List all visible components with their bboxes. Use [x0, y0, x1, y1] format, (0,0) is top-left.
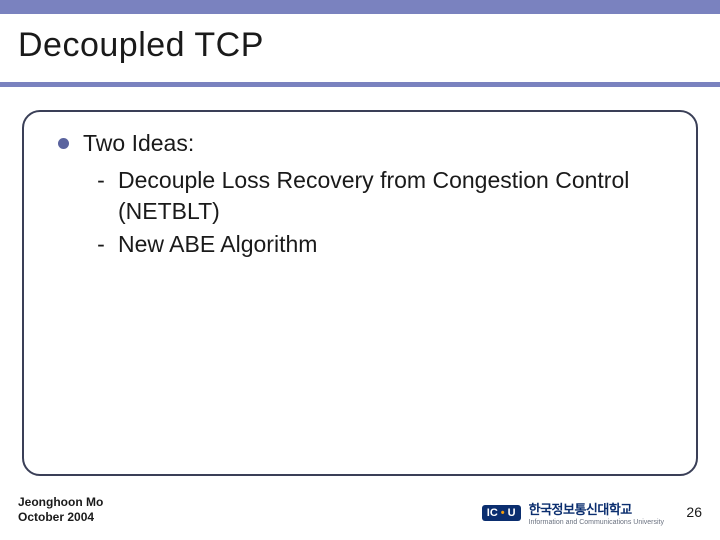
footer-logo: IC•U 한국정보통신대학교 Information and Communica… — [482, 499, 664, 526]
bullet-item: Two Ideas: — [58, 128, 680, 159]
footer-date: October 2004 — [18, 510, 103, 526]
dash-icon: - — [94, 165, 108, 196]
logo-badge-left: IC — [487, 507, 498, 519]
title-underline — [0, 82, 720, 87]
title-area: Decoupled TCP — [0, 14, 720, 75]
logo-badge-right: U — [508, 507, 516, 519]
logo-korean: 한국정보통신대학교 — [529, 499, 664, 518]
dash-icon: - — [94, 229, 108, 260]
bullet-text: Two Ideas: — [83, 128, 194, 159]
sub-bullet-item: - Decouple Loss Recovery from Congestion… — [94, 165, 680, 227]
content: Two Ideas: - Decouple Loss Recovery from… — [58, 128, 680, 262]
bullet-dot-icon — [58, 138, 69, 149]
sub-bullet-item: - New ABE Algorithm — [94, 229, 680, 260]
logo-badge-dot-icon: • — [501, 507, 505, 519]
footer-author: Jeonghoon Mo — [18, 495, 103, 511]
logo-english: Information and Communications Universit… — [529, 519, 664, 526]
top-accent-bar — [0, 0, 720, 14]
logo-badge: IC•U — [482, 505, 521, 521]
sub-bullet-text: Decouple Loss Recovery from Congestion C… — [118, 165, 680, 227]
logo-text-block: 한국정보통신대학교 Information and Communications… — [529, 499, 664, 526]
footer-author-block: Jeonghoon Mo October 2004 — [18, 495, 103, 526]
slide: Decoupled TCP Two Ideas: - Decouple Loss… — [0, 0, 720, 540]
slide-title: Decoupled TCP — [18, 26, 720, 65]
sub-bullet-text: New ABE Algorithm — [118, 229, 317, 260]
page-number: 26 — [686, 504, 702, 520]
